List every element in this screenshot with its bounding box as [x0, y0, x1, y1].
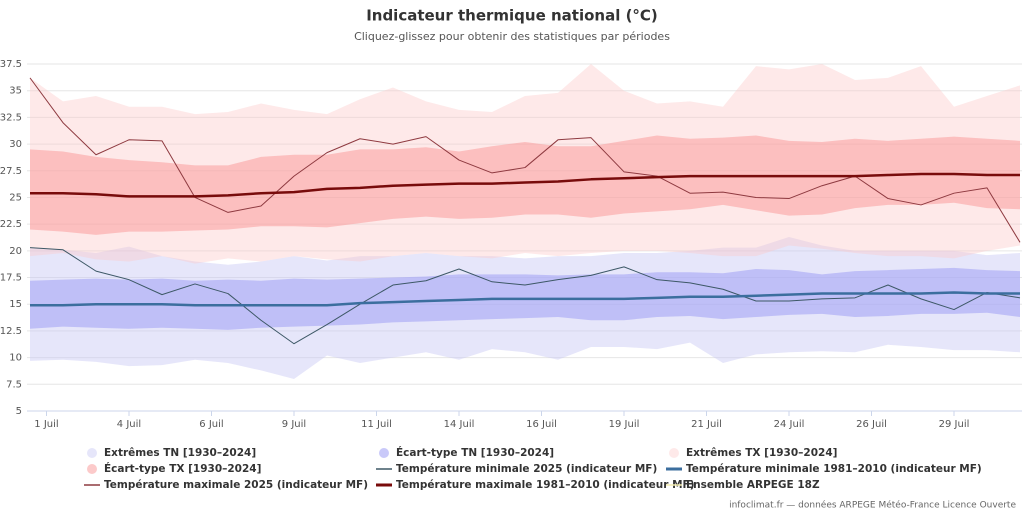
line	[30, 291, 1020, 307]
x-tick-label: 4 Juil	[117, 419, 141, 430]
legend-symbol	[379, 448, 389, 458]
legend-symbol	[669, 448, 679, 458]
y-tick-label: 37.5	[0, 59, 22, 70]
y-tick-label: 5	[16, 406, 22, 417]
line	[30, 172, 1020, 198]
legend-label: Extrêmes TN [1930–2024]	[104, 447, 256, 459]
chart-subtitle: Cliquez-glissez pour obtenir des statist…	[354, 30, 670, 43]
legend-label: Température minimale 2025 (indicateur MF…	[396, 463, 657, 475]
y-tick-label: 7.5	[6, 379, 22, 390]
range-band	[30, 135, 1020, 235]
legend-label: Température minimale 1981–2010 (indicate…	[686, 463, 982, 475]
legend-symbol	[87, 464, 97, 474]
legend-label: Écart-type TN [1930–2024]	[396, 446, 554, 459]
x-tick-label: 21 Juil	[691, 419, 722, 430]
x-tick-label: 24 Juil	[774, 419, 805, 430]
x-tick-label: 11 Juil	[361, 419, 392, 430]
x-tick-label: 9 Juil	[282, 419, 306, 430]
legend-label: Température maximale 2025 (indicateur MF…	[104, 479, 368, 491]
x-tick-label: 29 Juil	[939, 419, 970, 430]
y-tick-label: 20	[9, 246, 22, 257]
legend-label: Extrêmes TX [1930–2024]	[686, 447, 837, 459]
x-tick-label: 26 Juil	[856, 419, 887, 430]
y-tick-label: 25	[9, 192, 22, 203]
legend-label: Ensemble ARPEGE 18Z	[686, 479, 820, 491]
line	[29, 247, 1021, 345]
y-tick-label: 30	[9, 139, 22, 150]
x-tick-label: 16 Juil	[526, 419, 557, 430]
x-tick-label: 6 Juil	[199, 419, 223, 430]
footer: infoclimat.fr — données ARPEGE Météo-Fra…	[729, 500, 1016, 511]
legend-label: Température maximale 1981–2010 (indicate…	[396, 479, 695, 491]
y-tick-label: 12.5	[0, 326, 22, 337]
legend-label: Écart-type TX [1930–2024]	[104, 462, 261, 475]
x-tick-label: 14 Juil	[444, 419, 475, 430]
legend-symbol	[87, 448, 97, 458]
y-tick-label: 15	[9, 299, 22, 310]
y-tick-label: 22.5	[0, 219, 22, 230]
y-tick-label: 32.5	[0, 112, 22, 123]
y-tick-label: 27.5	[0, 166, 22, 177]
x-tick-label: 1 Juil	[34, 419, 58, 430]
y-tick-label: 35	[9, 86, 22, 97]
y-tick-label: 17.5	[0, 273, 22, 284]
chart-title: Indicateur thermique national (°C)	[366, 7, 658, 25]
y-tick-label: 10	[9, 353, 22, 364]
x-tick-label: 19 Juil	[609, 419, 640, 430]
